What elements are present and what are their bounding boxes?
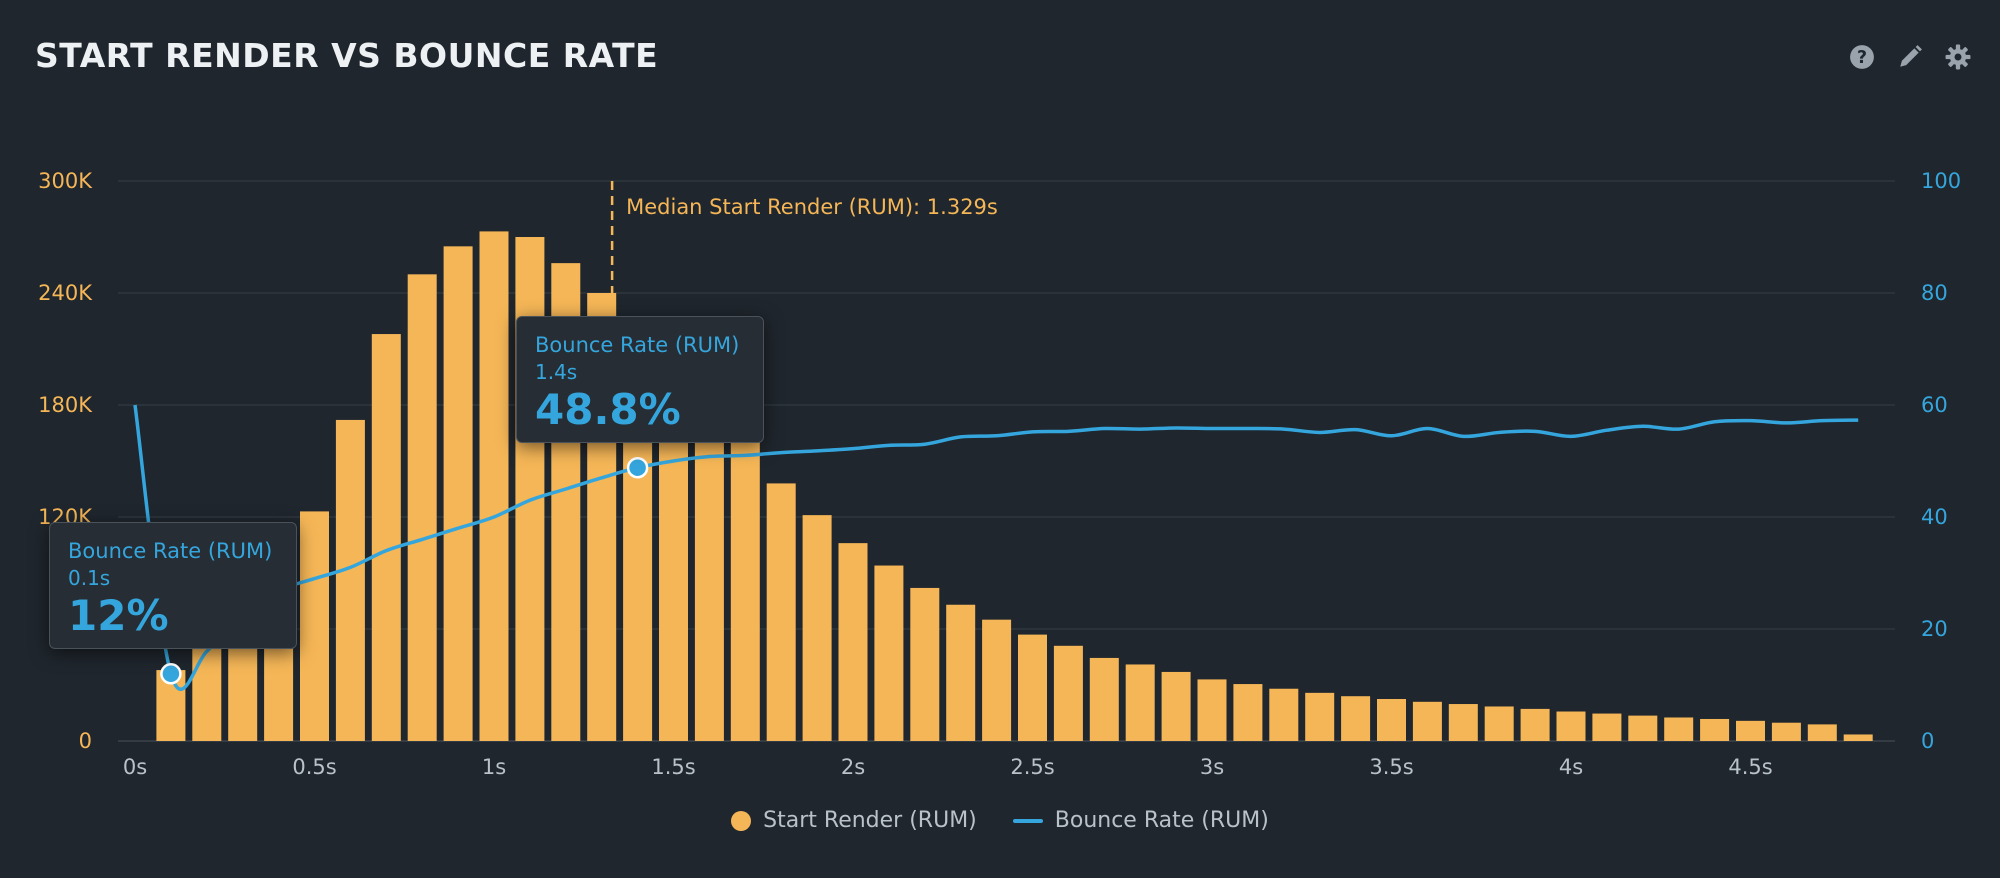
bounce-rate-line[interactable] (133, 404, 1859, 692)
chart-legend: Start Render (RUM) Bounce Rate (RUM) (0, 808, 2000, 833)
right-axis-ticks: 0 20 40 60 80 100 (1921, 169, 1961, 753)
bar[interactable] (515, 237, 545, 741)
bar[interactable] (1664, 717, 1694, 741)
x-tick-label: 2s (841, 755, 865, 779)
bar[interactable] (1807, 724, 1837, 741)
right-tick-label: 20 (1921, 617, 1948, 641)
bar[interactable] (659, 395, 688, 741)
bar[interactable] (1377, 699, 1406, 741)
left-axis-ticks: 060K120K180K240K300K (38, 169, 93, 753)
x-tick-label: 4.5s (1728, 755, 1772, 779)
left-tick-label: 240K (38, 281, 93, 305)
tooltip-median: Bounce Rate (RUM) 1.4s 48.8% (516, 316, 764, 443)
start-render-bars (156, 231, 1873, 742)
legend-item-bounce-rate[interactable]: Bounce Rate (RUM) (1012, 808, 1269, 833)
tooltip-low: Bounce Rate (RUM) 0.1s 12% (49, 522, 297, 649)
bar[interactable] (802, 515, 832, 741)
right-tick-label: 0 (1921, 729, 1934, 753)
bar[interactable] (479, 231, 509, 741)
x-tick-label: 2.5s (1010, 755, 1054, 779)
bar[interactable] (1592, 713, 1622, 741)
bar[interactable] (1197, 679, 1227, 741)
bar[interactable] (982, 619, 1012, 741)
bar[interactable] (335, 419, 365, 741)
tooltip-x: 1.4s (535, 360, 578, 384)
x-tick-label: 0.5s (292, 755, 336, 779)
bar[interactable] (766, 483, 796, 741)
legend-label: Start Render (RUM) (763, 808, 977, 833)
bar[interactable] (1341, 696, 1371, 741)
settings-button[interactable] (1943, 42, 1973, 72)
bar[interactable] (730, 442, 760, 741)
bar[interactable] (1269, 688, 1299, 741)
bar[interactable] (1018, 634, 1047, 741)
bar[interactable] (694, 433, 724, 741)
bar[interactable] (300, 511, 329, 741)
bar[interactable] (371, 334, 401, 741)
legend-dot-marker (731, 810, 752, 831)
chart-title: START RENDER VS BOUNCE RATE (35, 36, 659, 75)
bar[interactable] (910, 587, 940, 741)
gear-icon (1945, 44, 1971, 70)
tooltip-value: 12% (68, 591, 169, 640)
left-tick-label: 0 (79, 729, 92, 753)
bar[interactable] (407, 274, 437, 741)
bar[interactable] (1412, 701, 1442, 741)
svg-text:?: ? (1857, 48, 1867, 68)
legend-label: Bounce Rate (RUM) (1054, 808, 1269, 833)
bar[interactable] (1736, 720, 1765, 741)
chart-toolbar: ? (1847, 42, 1973, 72)
median-annotation: Median Start Render (RUM): 1.329s (610, 181, 998, 741)
tooltip-series: Bounce Rate (RUM) (535, 333, 740, 357)
right-tick-label: 60 (1921, 393, 1948, 417)
bar[interactable] (1448, 704, 1478, 741)
bar[interactable] (1700, 718, 1730, 741)
bar[interactable] (1125, 664, 1155, 741)
bar[interactable] (1053, 645, 1083, 741)
tooltip-series: Bounce Rate (RUM) (68, 539, 273, 563)
bar[interactable] (874, 565, 904, 741)
line-marker[interactable] (160, 663, 182, 685)
x-tick-label: 1s (482, 755, 506, 779)
left-tick-label: 300K (38, 169, 93, 193)
bar[interactable] (1628, 715, 1658, 741)
line-markers (160, 456, 649, 685)
x-tick-label: 3.5s (1369, 755, 1413, 779)
bar[interactable] (1484, 706, 1514, 741)
bar[interactable] (1305, 692, 1335, 741)
help-button[interactable]: ? (1847, 42, 1877, 72)
bar[interactable] (1520, 708, 1550, 741)
median-label: Median Start Render (RUM): 1.329s (626, 195, 998, 219)
edit-button[interactable] (1895, 42, 1925, 72)
x-tick-label: 4s (1559, 755, 1583, 779)
bar[interactable] (838, 543, 868, 741)
right-tick-label: 40 (1921, 505, 1948, 529)
tooltip-value: 48.8% (535, 385, 681, 434)
x-tick-label: 3s (1200, 755, 1224, 779)
left-tick-label: 180K (38, 393, 93, 417)
line-marker[interactable] (626, 456, 649, 479)
x-tick-label: 1.5s (651, 755, 695, 779)
bar[interactable] (1233, 684, 1263, 741)
bar[interactable] (1089, 657, 1119, 741)
x-axis-ticks: 0s 0.5s 1s 1.5s 2s 2.5s 3s 3.5s 4s 4.5s (123, 755, 1773, 779)
bar[interactable] (1556, 711, 1586, 741)
right-tick-label: 80 (1921, 281, 1948, 305)
bar[interactable] (1161, 671, 1191, 741)
pencil-icon (1900, 45, 1922, 67)
legend-line-marker (1012, 818, 1043, 823)
help-icon: ? (1850, 45, 1874, 69)
tooltip-x: 0.1s (68, 566, 111, 590)
bar[interactable] (1843, 734, 1873, 741)
bar[interactable] (1771, 722, 1801, 741)
bar[interactable] (946, 604, 976, 741)
legend-item-start-render[interactable]: Start Render (RUM) (731, 808, 977, 833)
bar[interactable] (443, 246, 473, 742)
right-tick-label: 100 (1921, 169, 1961, 193)
x-tick-label: 0s (123, 755, 147, 779)
